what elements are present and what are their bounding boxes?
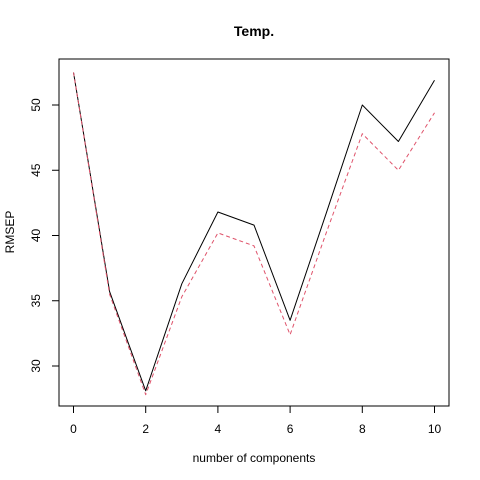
x-axis: 0 2 4 6 8 10 — [70, 405, 442, 436]
y-tick-label: 40 — [29, 229, 43, 243]
y-axis-title: RMSEP — [3, 211, 17, 254]
x-tick-label: 8 — [359, 422, 366, 436]
x-tick-label: 10 — [428, 422, 442, 436]
series-layer — [73, 72, 435, 396]
x-tick-label: 2 — [142, 422, 149, 436]
x-tick-label: 6 — [287, 422, 294, 436]
y-tick-label: 45 — [29, 163, 43, 177]
x-axis-title: number of components — [193, 451, 316, 465]
x-tick-label: 4 — [215, 422, 222, 436]
plot-frame — [58, 58, 450, 407]
x-tick-label: 0 — [70, 422, 77, 436]
y-axis: 30 35 40 45 50 — [29, 98, 60, 373]
series-line-1 — [73, 72, 435, 392]
chart-title: Temp. — [234, 23, 274, 39]
series-line-2 — [73, 72, 435, 396]
y-tick-label: 50 — [29, 98, 43, 112]
y-tick-label: 35 — [29, 294, 43, 308]
y-tick-label: 30 — [29, 359, 43, 373]
